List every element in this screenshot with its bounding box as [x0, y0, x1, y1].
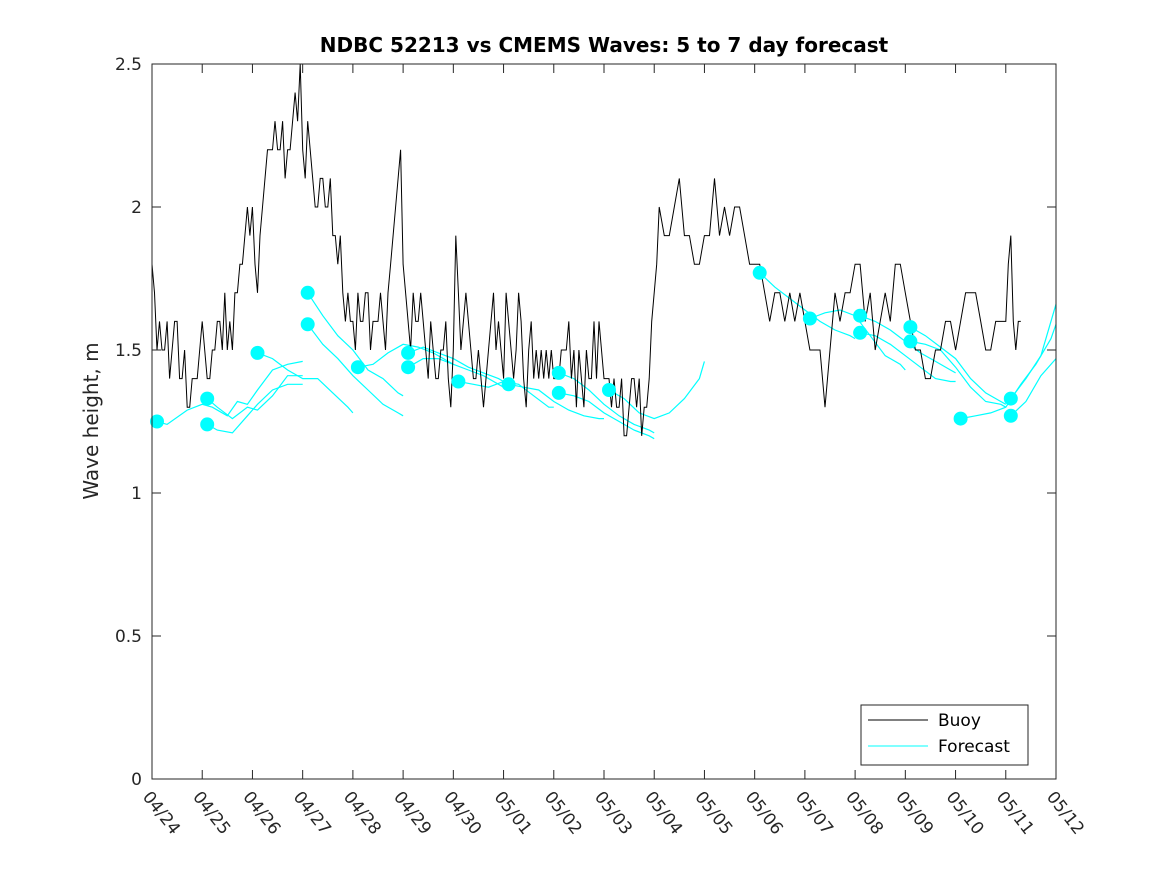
- forecast-start-marker: [200, 417, 215, 432]
- legend-box: [860, 704, 1029, 766]
- forecast-start-marker: [1003, 408, 1018, 423]
- forecast-start-marker: [300, 285, 315, 300]
- forecast-start-marker: [903, 334, 918, 349]
- forecast-line-4: [307, 292, 404, 397]
- y-tick-label: 2.5: [115, 55, 142, 75]
- forecast-line-22: [1010, 358, 1057, 417]
- forecast-start-marker: [451, 374, 466, 389]
- forecast-start-marker: [853, 308, 868, 323]
- forecast-start-marker: [953, 411, 968, 426]
- legend-buoy-label: Buoy: [938, 711, 981, 731]
- forecast-line-18: [910, 326, 1007, 405]
- forecast-line-8: [407, 358, 504, 388]
- forecast-start-marker: [501, 377, 516, 392]
- forecast-line-10: [508, 383, 604, 420]
- y-tick-label: 0.5: [115, 627, 142, 647]
- y-axis-title: Wave height, m: [79, 342, 103, 499]
- forecast-line-13: [608, 361, 705, 420]
- forecast-start-marker: [551, 385, 566, 400]
- forecast-line-15: [809, 309, 906, 371]
- forecast-start-marker: [802, 311, 817, 326]
- forecast-line-1: [206, 375, 303, 420]
- forecast-start-marker: [853, 325, 868, 340]
- forecast-start-marker: [350, 360, 365, 375]
- forecast-start-marker: [200, 391, 215, 406]
- legend-forecast-label: Forecast: [938, 737, 1010, 757]
- forecast-line-3: [257, 352, 354, 414]
- y-tick-label: 0: [131, 770, 142, 790]
- forecast-start-marker: [150, 414, 164, 429]
- forecast-line-2: [206, 383, 303, 434]
- y-tick-label: 1: [131, 484, 142, 504]
- forecast-start-marker: [401, 345, 416, 360]
- forecast-start-marker: [602, 383, 616, 397]
- forecast-line-11: [558, 372, 655, 434]
- forecast-line-0: [156, 360, 303, 426]
- forecast-start-marker: [401, 360, 416, 375]
- series-layer: [150, 63, 1057, 440]
- forecast-start-marker: [300, 317, 315, 332]
- plot-area: [152, 64, 1056, 779]
- forecast-start-marker: [752, 265, 767, 280]
- forecast-line-21: [1010, 304, 1057, 399]
- forecast-start-marker: [903, 320, 918, 335]
- legend: Buoy Forecast: [860, 704, 1029, 766]
- chart-title: NDBC 52213 vs CMEMS Waves: 5 to 7 day fo…: [320, 33, 889, 57]
- forecast-line-19: [910, 340, 1007, 408]
- forecast-start-marker: [250, 345, 265, 360]
- forecast-start-marker: [551, 365, 566, 380]
- y-tick-label: 1.5: [115, 341, 142, 361]
- forecast-start-marker: [1003, 391, 1018, 406]
- y-tick-label: 2: [131, 198, 142, 218]
- forecast-line-5: [307, 323, 404, 417]
